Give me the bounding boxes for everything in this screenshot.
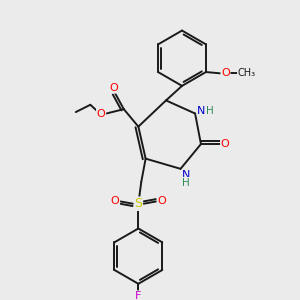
Text: O: O	[157, 196, 166, 206]
Text: H: H	[206, 106, 214, 116]
Text: S: S	[134, 197, 142, 210]
Text: O: O	[221, 139, 230, 149]
Text: O: O	[97, 109, 106, 118]
Text: N: N	[197, 106, 206, 116]
Text: F: F	[135, 291, 142, 300]
Text: CH₃: CH₃	[238, 68, 256, 79]
Text: N: N	[182, 170, 190, 180]
Text: O: O	[109, 83, 118, 93]
Text: O: O	[221, 68, 230, 79]
Text: O: O	[111, 196, 119, 206]
Text: H: H	[182, 178, 190, 188]
